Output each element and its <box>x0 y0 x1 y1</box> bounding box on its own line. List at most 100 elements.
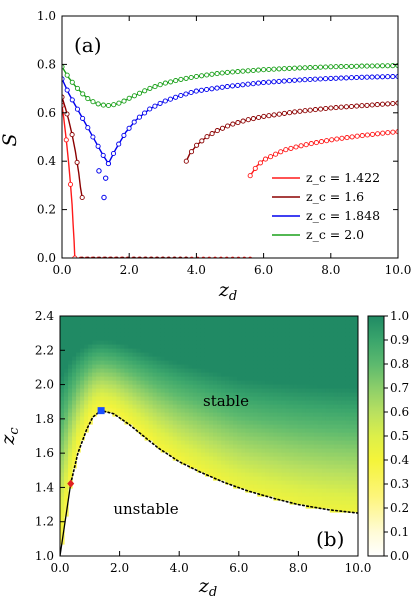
data-point <box>188 74 194 81</box>
heatmap-cell <box>152 436 158 441</box>
heatmap-cell <box>261 360 266 365</box>
heatmap-cell <box>96 384 101 389</box>
heatmap-cell <box>337 416 343 421</box>
heatmap-cell <box>204 408 210 413</box>
boundary-left-line <box>60 483 72 556</box>
heatmap-cell <box>269 484 275 489</box>
heatmap-cell <box>253 356 258 361</box>
heatmap-cell <box>317 496 323 501</box>
heatmap-cell <box>281 336 287 341</box>
heatmap-cell <box>217 384 222 389</box>
heatmap-cell <box>337 456 343 461</box>
heatmap-cell <box>285 440 291 445</box>
heatmap-cell <box>128 320 134 325</box>
heatmap-cell <box>305 388 311 393</box>
heatmap-cell <box>273 316 279 321</box>
heatmap-cell <box>176 324 182 329</box>
data-point <box>287 110 293 116</box>
heatmap-cell <box>188 356 194 361</box>
heatmap-cell <box>124 328 130 333</box>
heatmap-cell <box>168 352 174 357</box>
heatmap-cell <box>160 436 166 441</box>
heatmap-cell <box>217 376 222 381</box>
heatmap-cell <box>204 464 210 469</box>
heatmap-cell <box>180 388 186 393</box>
heatmap-cell <box>120 324 126 329</box>
heatmap-cell <box>281 436 287 441</box>
heatmap-cell <box>80 404 85 409</box>
heatmap-cell <box>333 496 339 501</box>
heatmap-cell <box>301 352 307 357</box>
colorbar-tick-label: 0.1 <box>390 525 409 539</box>
heatmap-cell <box>144 348 150 353</box>
heatmap-cell <box>325 436 331 441</box>
heatmap-cell <box>184 320 190 325</box>
heatmap-cell <box>277 360 283 365</box>
heatmap-cell <box>237 452 242 457</box>
heatmap-cell <box>60 376 65 381</box>
heatmap-cell <box>184 420 190 425</box>
heatmap-cell <box>321 492 327 497</box>
heatmap-cell <box>261 356 266 361</box>
heatmap-cell <box>293 456 299 461</box>
heatmap-cell <box>261 316 266 321</box>
heatmap-cell <box>313 456 319 461</box>
heatmap-cell <box>349 500 355 505</box>
y-tick-label: 1.6 <box>35 446 54 460</box>
heatmap-cell <box>241 360 246 365</box>
heatmap-cell <box>237 324 242 329</box>
heatmap-cell <box>285 364 291 369</box>
heatmap-cell <box>273 404 279 409</box>
heatmap-cell <box>196 468 202 473</box>
heatmap-cell <box>172 380 178 385</box>
heatmap-cell <box>112 380 117 385</box>
heatmap-cell <box>184 432 190 437</box>
heatmap-cell <box>60 372 65 377</box>
heatmap-cell <box>289 428 295 433</box>
heatmap-cell <box>297 384 303 389</box>
heatmap-cell <box>325 384 331 389</box>
heatmap-cell <box>317 320 323 325</box>
heatmap-cell <box>72 396 77 401</box>
heatmap-cell <box>321 320 327 325</box>
heatmap-cell <box>209 456 214 461</box>
heatmap-cell <box>345 464 351 469</box>
heatmap-cell <box>293 372 299 377</box>
heatmap-cell <box>349 504 355 509</box>
heatmap-cell <box>249 320 254 325</box>
heatmap-cell <box>309 356 315 361</box>
heatmap-cell <box>221 388 226 393</box>
heatmap-cell <box>341 444 347 449</box>
data-point <box>100 102 106 108</box>
heatmap-cell <box>176 368 182 373</box>
data-point <box>178 92 184 99</box>
heatmap-cell <box>192 356 198 361</box>
heatmap-cell <box>221 412 226 417</box>
heatmap-cell <box>164 372 170 377</box>
heatmap-cell <box>164 376 170 381</box>
heatmap-cell <box>217 468 222 473</box>
heatmap-cell <box>329 320 335 325</box>
heatmap-cell <box>148 340 154 345</box>
heatmap-cell <box>309 452 315 457</box>
heatmap-cell <box>124 396 130 401</box>
heatmap-cell <box>261 364 266 369</box>
heatmap-cell <box>233 336 238 341</box>
y-tick-label: 1.2 <box>35 515 54 529</box>
heatmap-cell <box>277 376 283 381</box>
heatmap-cell <box>116 392 122 397</box>
heatmap-cell <box>225 400 230 405</box>
heatmap-cell <box>172 336 178 341</box>
data-point <box>256 114 262 121</box>
heatmap-cell <box>84 352 89 357</box>
heatmap-cell <box>253 420 258 425</box>
heatmap-cell <box>353 396 358 401</box>
heatmap-cell <box>281 388 287 393</box>
heatmap-cell <box>144 412 150 417</box>
heatmap-cell <box>60 432 65 437</box>
heatmap-cell <box>313 412 319 417</box>
heatmap-cell <box>277 420 283 425</box>
heatmap-cell <box>192 452 198 457</box>
heatmap-cell <box>128 348 134 353</box>
heatmap-cell <box>140 332 146 337</box>
